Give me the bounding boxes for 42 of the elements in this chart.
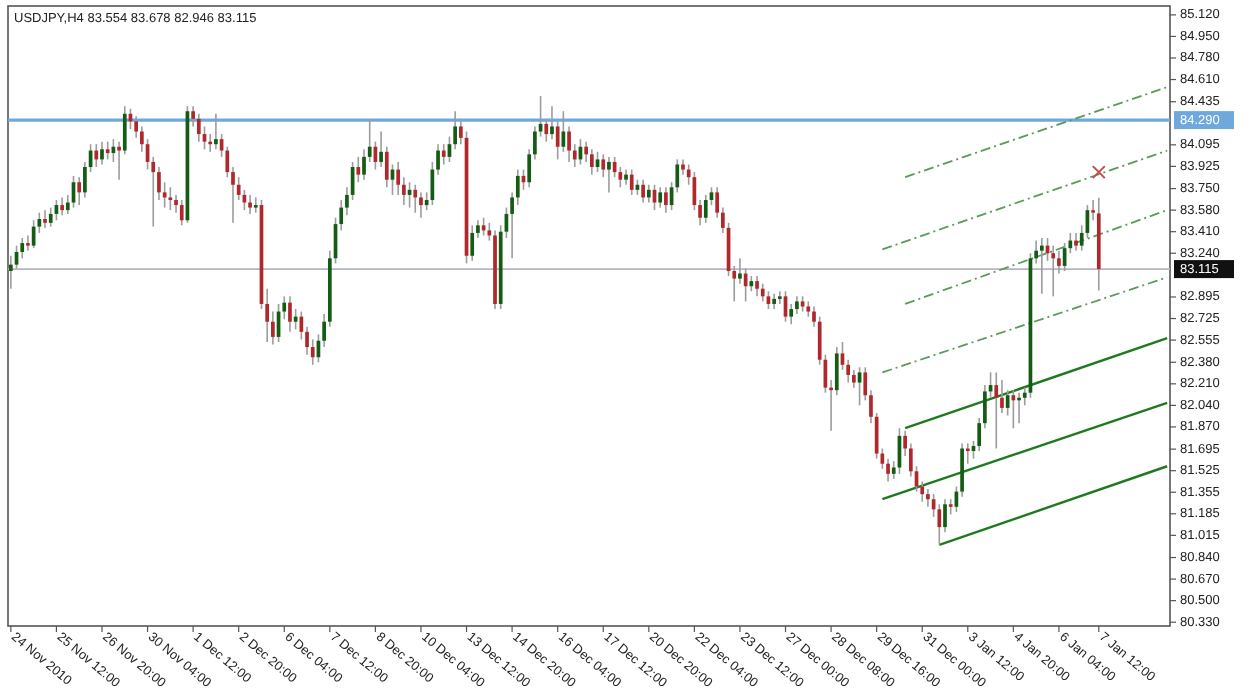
candlestick: [288, 295, 292, 333]
candlestick: [965, 442, 970, 465]
candlestick: [20, 237, 25, 260]
candlestick: [607, 156, 611, 194]
candlestick: [789, 303, 794, 326]
candlestick: [658, 186, 663, 209]
candlestick: [9, 254, 13, 290]
candlestick: [441, 143, 446, 166]
candlestick: [703, 194, 708, 224]
candlestick: [413, 183, 418, 214]
candlestick: [1074, 232, 1078, 252]
candlestick: [77, 176, 82, 206]
candlestick: [293, 308, 298, 331]
candlestick: [590, 148, 594, 176]
candlestick: [214, 112, 218, 151]
candlestick: [253, 196, 258, 214]
candlestick: [48, 206, 53, 228]
candlestick: [179, 199, 184, 227]
candlestick: [994, 371, 999, 450]
candlestick: [641, 178, 645, 204]
candlestick: [117, 140, 121, 181]
candlestick: [94, 143, 99, 168]
candlestick: [196, 112, 201, 143]
candlestick: [419, 191, 423, 219]
candlestick: [100, 140, 104, 166]
candlestick: [550, 105, 554, 140]
candlestick: [248, 194, 252, 215]
candlestick: [1039, 237, 1044, 295]
candlestick: [629, 168, 634, 196]
candlestick: [356, 156, 361, 184]
candlestick: [738, 257, 742, 285]
candlestick: [755, 275, 759, 298]
candlestick: [43, 209, 47, 229]
candlestick: [60, 196, 64, 216]
candlestick: [948, 498, 953, 516]
candlestick: [1051, 244, 1056, 298]
candlestick: [379, 130, 383, 168]
candlestick: [26, 234, 30, 252]
candlestick: [168, 186, 173, 211]
candlestick: [777, 290, 782, 305]
candlestick: [664, 186, 668, 214]
candlestick: [470, 224, 475, 262]
